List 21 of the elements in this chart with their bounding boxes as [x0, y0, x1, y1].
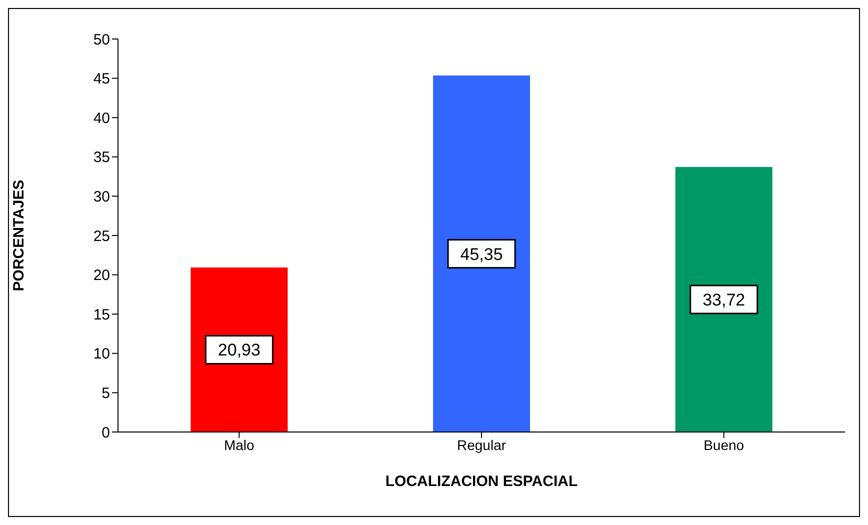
data-label: 33,72	[702, 290, 746, 310]
y-tick-label: 50	[93, 31, 110, 48]
x-tick-label: Malo	[224, 436, 255, 453]
y-tick-label: 25	[93, 228, 110, 245]
y-tick-label: 35	[93, 149, 110, 166]
data-label: 45,35	[460, 244, 503, 264]
y-tick-label: 40	[93, 110, 110, 127]
y-tick-label: 20	[93, 267, 110, 284]
y-axis-title: PORCENTAJES	[10, 180, 28, 292]
data-label: 20,93	[218, 340, 260, 360]
y-tick-label: 45	[93, 70, 110, 88]
y-tick-label: 15	[93, 306, 110, 324]
bar	[675, 166, 772, 432]
bar	[433, 76, 530, 432]
x-tick-label: Regular	[456, 436, 506, 453]
y-tick-label: 0	[102, 424, 110, 442]
y-tick-label: 10	[93, 346, 110, 363]
y-tick-label: 30	[93, 188, 110, 206]
y-tick-label: 5	[102, 385, 110, 402]
x-tick-label: Bueno	[704, 436, 744, 453]
x-axis-title: LOCALIZACION ESPACIAL	[385, 473, 578, 490]
